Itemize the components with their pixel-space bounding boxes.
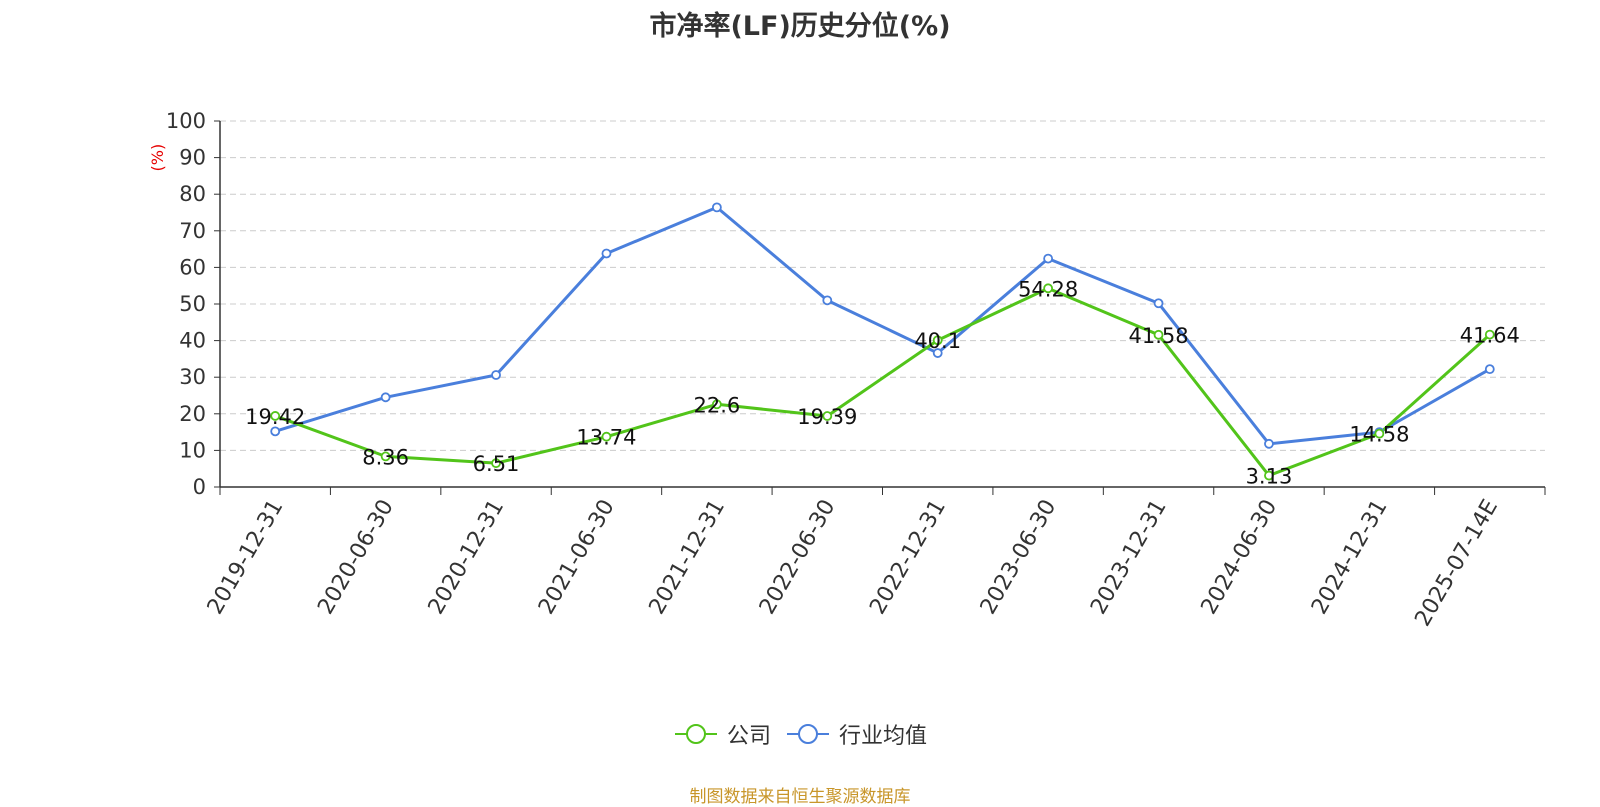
x-tick-label: 2023-12-31	[1086, 496, 1172, 619]
x-tick-label: 2021-12-31	[644, 496, 730, 619]
data-point-company	[1484, 329, 1495, 340]
chart-title: 市净率(LF)历史分位(%)	[649, 11, 951, 42]
data-point-company	[380, 451, 391, 462]
legend-line-icon	[787, 724, 829, 744]
legend-item-industry[interactable]: 行业均值	[785, 718, 927, 750]
y-tick-label: 90	[179, 146, 206, 170]
x-tick-label: 2024-12-31	[1307, 496, 1393, 619]
x-tick-label: 2025-07-14E	[1410, 496, 1503, 631]
x-tick-label: 2023-06-30	[976, 496, 1062, 619]
data-labels: 19.42 8.36 6.51 13.74 22.6 19.39 40.1 54.28 41.5…	[245, 277, 1520, 488]
data-label: 40.1	[914, 329, 961, 353]
grid-lines	[220, 120, 1545, 451]
data-point-industry	[380, 392, 391, 403]
y-tick-label: 30	[179, 365, 206, 389]
data-point-company	[822, 411, 833, 421]
data-point-industry	[1484, 364, 1495, 375]
y-tick-label: 0	[193, 475, 206, 499]
data-point-company	[1043, 283, 1054, 294]
data-point-industry	[932, 348, 943, 358]
legend: 公司 行业均值	[0, 718, 1600, 750]
data-point-industry	[1264, 438, 1274, 449]
data-point-company	[601, 431, 612, 442]
legend-label-company: 公司	[726, 724, 771, 749]
y-tick-label: 70	[179, 219, 206, 243]
source-note: 制图数据来自恒生聚源数据库	[689, 787, 911, 807]
data-point-company	[1264, 470, 1274, 481]
data-label: 13.74	[576, 426, 636, 450]
y-tick-label: 80	[179, 182, 206, 206]
data-point-industry	[270, 426, 281, 437]
series-line-industry	[274, 205, 1491, 446]
data-point-company	[711, 399, 722, 410]
data-point-company	[932, 335, 943, 346]
x-tick-label: 2020-12-31	[424, 496, 510, 619]
x-tick-label: 2019-12-31	[203, 496, 289, 619]
y-tick-label: 10	[179, 438, 206, 462]
axes: 0 10 20 30 40 50 60 70 80 90 100 (%) 2019-12-31 2020-…	[148, 109, 1546, 631]
data-point-company	[1374, 428, 1385, 439]
data-label: 22.6	[693, 393, 740, 417]
y-tick-label: 40	[179, 329, 206, 353]
legend-item-company[interactable]: 公司	[673, 718, 771, 750]
y-tick-label: 20	[179, 402, 206, 426]
data-point-company	[270, 411, 281, 421]
data-point-company	[491, 458, 501, 469]
data-label: 41.58	[1128, 324, 1188, 348]
data-label: 41.64	[1460, 324, 1520, 348]
x-tick-label: 2024-06-30	[1197, 496, 1283, 619]
series-line-company	[274, 286, 1491, 478]
y-tick-label: 50	[179, 292, 206, 316]
x-tick-label: 2020-06-30	[313, 496, 399, 619]
data-point-industry	[1153, 298, 1164, 309]
data-point-industry	[822, 295, 833, 306]
y-tick-label: 100	[166, 109, 206, 133]
data-point-industry	[491, 370, 501, 380]
legend-label-industry: 行业均值	[839, 724, 928, 749]
data-label: 19.39	[797, 405, 857, 429]
data-label: 14.58	[1349, 423, 1409, 447]
series-lines	[270, 202, 1495, 481]
data-point-industry	[711, 202, 722, 213]
data-label: 8.36	[362, 445, 409, 469]
x-tick-label: 2022-06-30	[755, 496, 841, 619]
data-point-industry	[601, 248, 612, 259]
data-point-industry	[1043, 253, 1054, 264]
y-tick-label: 60	[179, 255, 206, 279]
data-label: 3.13	[1246, 465, 1293, 489]
y-axis-label: (%)	[148, 144, 167, 172]
data-label: 54.28	[1018, 277, 1078, 301]
data-label: 6.51	[473, 452, 520, 476]
legend-line-icon	[674, 724, 717, 744]
data-point-company	[1153, 329, 1164, 340]
data-label: 19.42	[245, 405, 305, 429]
x-tick-label: 2022-12-31	[865, 496, 951, 619]
x-tick-label: 2021-06-30	[534, 496, 620, 619]
